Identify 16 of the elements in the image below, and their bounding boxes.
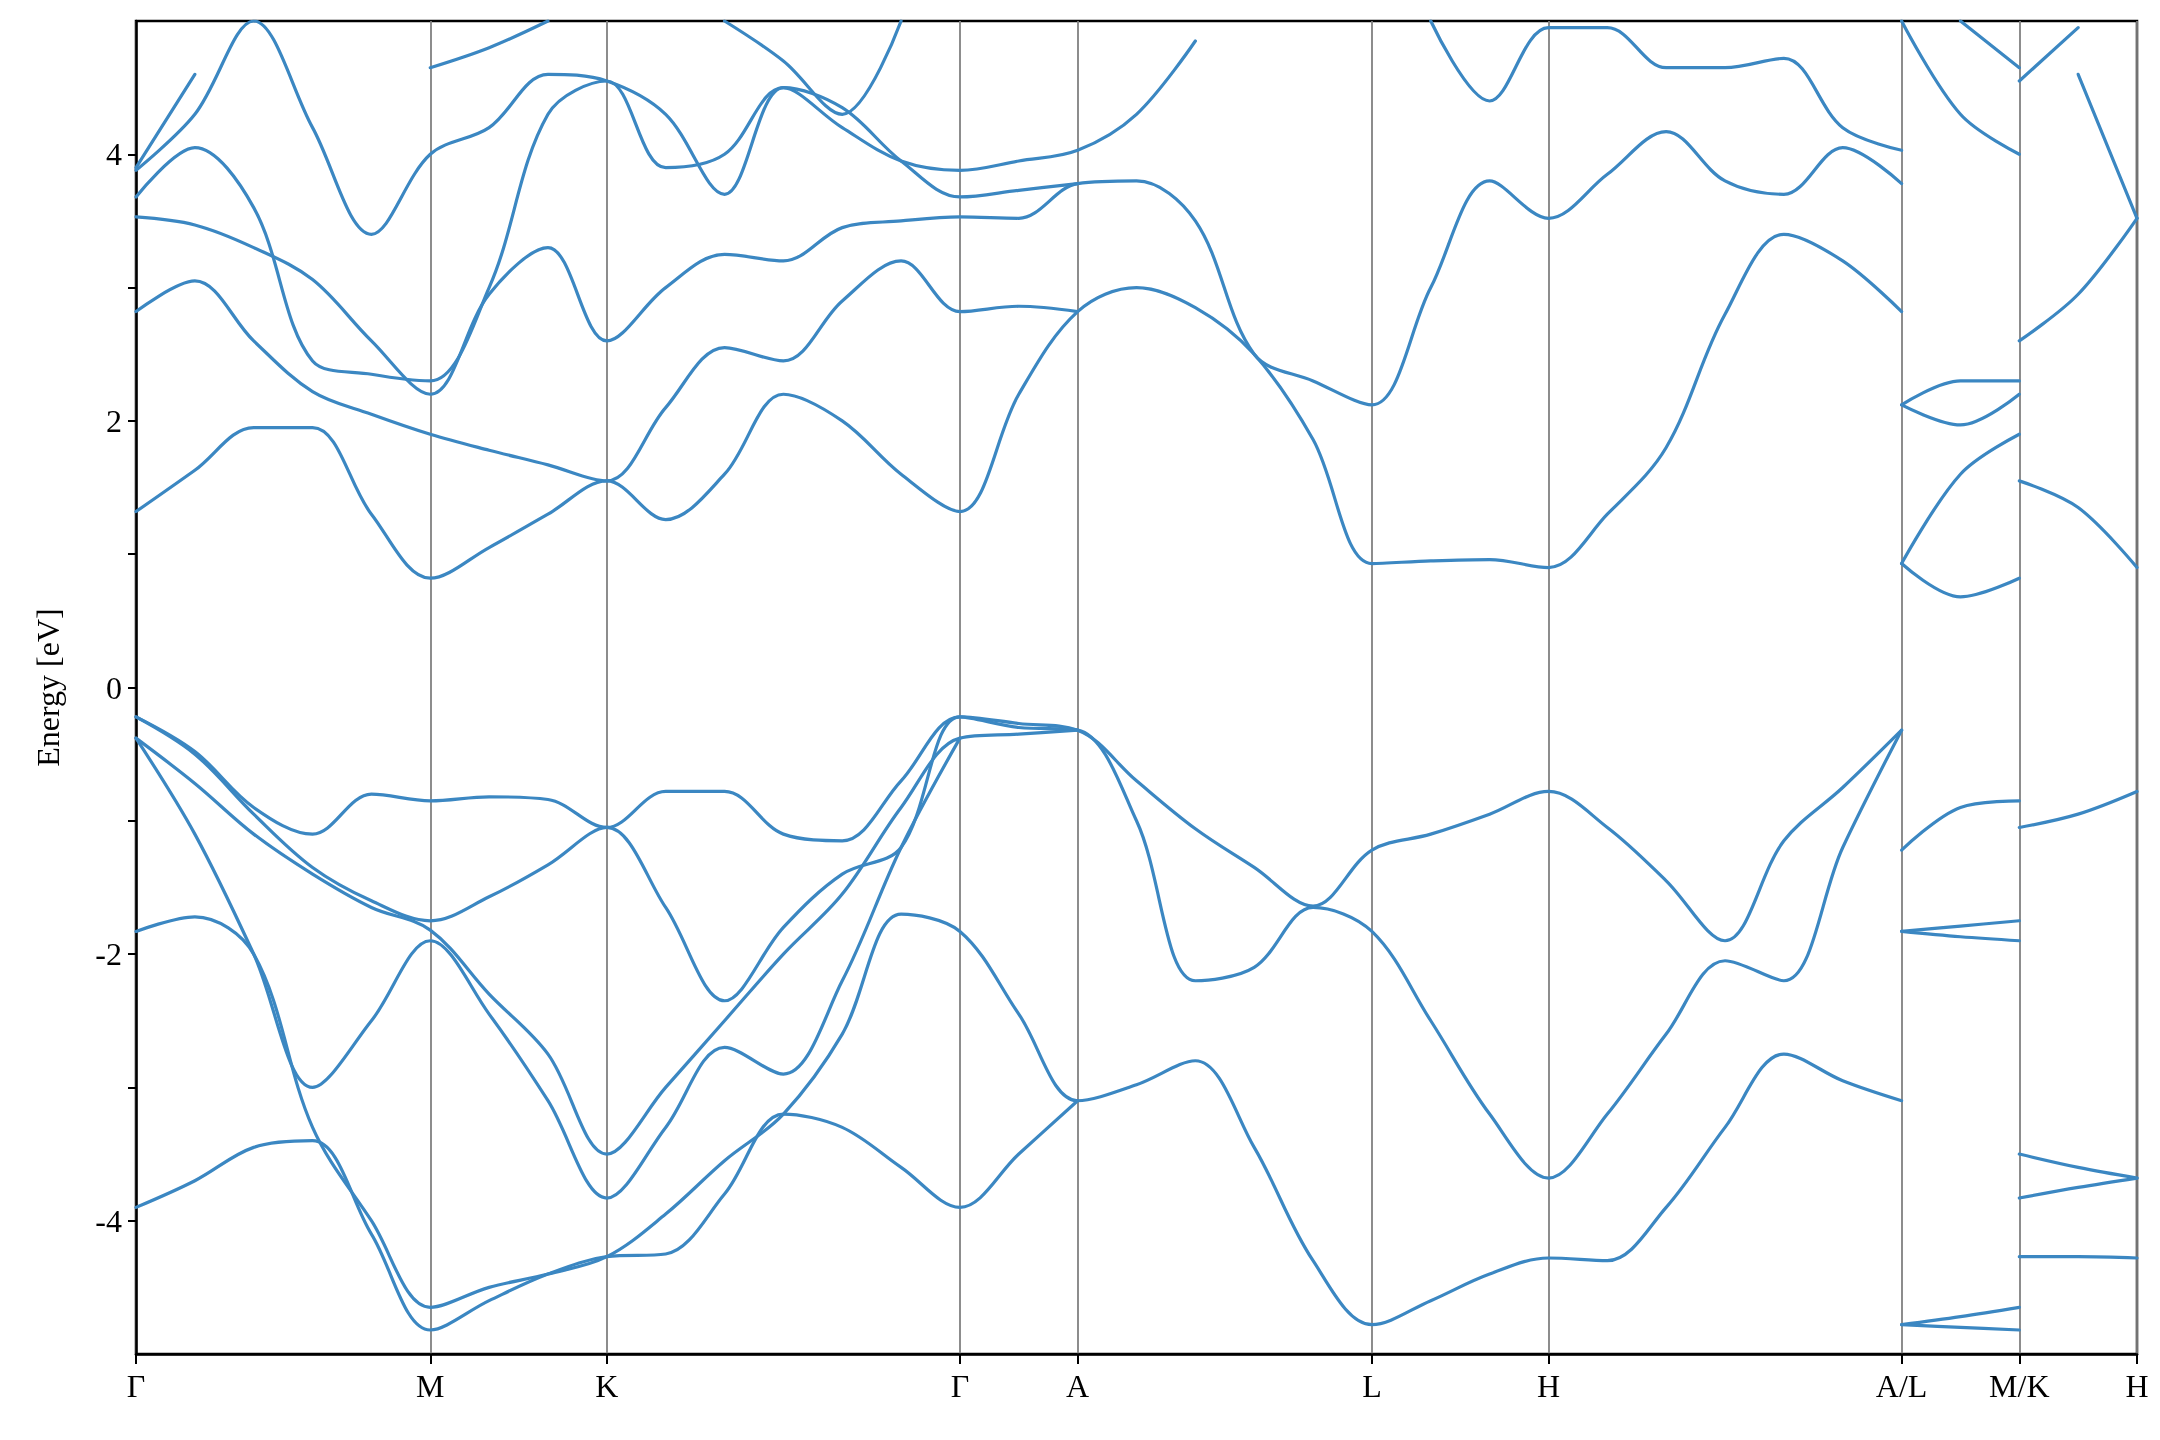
x-tick-label: H <box>1536 1368 1561 1404</box>
y-tick-label: -2 <box>95 936 122 973</box>
y-tick-label: 4 <box>106 136 122 173</box>
x-tick-label: A <box>1066 1368 1090 1404</box>
y-tick-label: 0 <box>106 669 122 706</box>
x-tick-label: L <box>1362 1368 1382 1404</box>
y-axis-title: Energy [eV] <box>30 608 66 767</box>
x-tick-label: K <box>595 1368 619 1404</box>
x-tick-label: Γ <box>950 1368 970 1404</box>
x-tick-label: M/K <box>1989 1368 2050 1404</box>
y-tick-label: 2 <box>106 402 122 439</box>
y-tick-label: -4 <box>95 1202 122 1239</box>
x-tick-label: A/L <box>1875 1368 1928 1404</box>
x-tick-label: M <box>416 1368 445 1404</box>
x-tick-label: Γ <box>126 1368 146 1404</box>
x-tick-label: H <box>2125 1368 2149 1404</box>
